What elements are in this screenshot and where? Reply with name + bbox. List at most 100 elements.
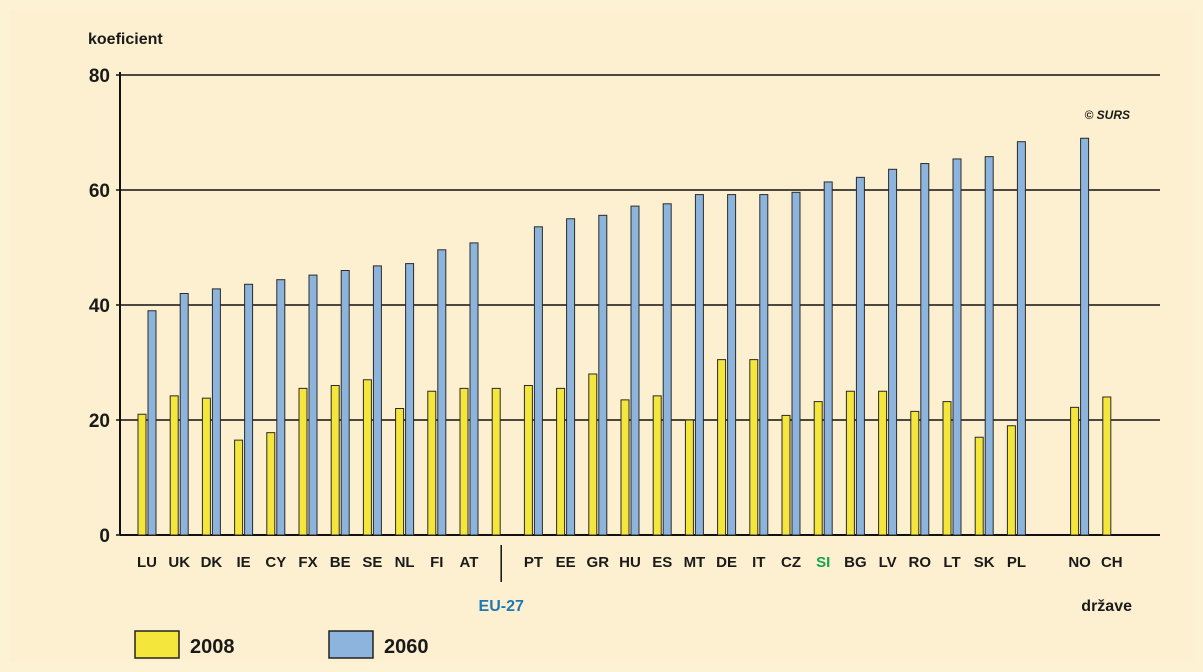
credit-label: © SURS — [1084, 108, 1130, 122]
bar-2008-AT — [459, 387, 469, 536]
bar-2060-HU — [630, 205, 640, 536]
bar-2008-IE — [234, 439, 244, 536]
bar-2008-NL — [395, 408, 405, 536]
bar-2008-PT — [523, 385, 533, 536]
bar-2008-FI — [427, 390, 437, 536]
bar-2060-LU — [147, 310, 157, 536]
y-tick-label-40: 40 — [89, 296, 110, 317]
x-tick-label-EU-27: EU-27 — [479, 598, 524, 615]
x-tick-label-RO: RO — [909, 554, 932, 571]
bar-2008-SK — [974, 436, 984, 536]
bar-2008-HU — [620, 399, 630, 536]
bar-2060-DK — [211, 288, 221, 536]
bar-2008-ES — [652, 395, 662, 536]
bar-2060-SE — [372, 265, 382, 536]
x-tick-label-CZ: CZ — [781, 554, 801, 571]
bar-2008-LV — [878, 390, 888, 536]
bar-2060-ES — [662, 203, 672, 536]
bar-2060-NO — [1080, 137, 1090, 536]
x-tick-label-AT: AT — [460, 554, 479, 571]
bar-2060-AT — [469, 242, 479, 536]
x-tick-label-MT: MT — [684, 554, 706, 571]
y-tick-label-0: 0 — [99, 526, 110, 547]
x-tick-label-GR: GR — [587, 554, 610, 571]
bar-2008-IT — [749, 359, 759, 536]
x-tick-label-SI: SI — [816, 554, 830, 571]
bar-2060-SI — [823, 181, 833, 536]
x-tick-label-FI: FI — [430, 554, 443, 571]
bar-2060-IT — [759, 194, 769, 536]
x-tick-label-IE: IE — [237, 554, 251, 571]
x-tick-label-FX: FX — [298, 554, 317, 571]
bar-2008-LT — [942, 401, 952, 536]
x-axis-label: države — [1081, 598, 1132, 615]
legend-label-2008: 2008 — [190, 636, 235, 658]
y-tick-label-80: 80 — [89, 66, 110, 87]
x-tick-label-LU: LU — [137, 554, 157, 571]
bar-2060-FX — [308, 274, 318, 536]
bar-2060-NL — [405, 263, 415, 536]
bar-2060-GR — [598, 214, 608, 536]
legend-swatch-2008 — [134, 630, 180, 659]
x-tick-label-CH: CH — [1101, 554, 1123, 571]
x-tick-label-UK: UK — [168, 554, 190, 571]
x-tick-label-LT: LT — [943, 554, 960, 571]
bar-2008-PL — [1006, 425, 1016, 536]
bar-2008-DE — [717, 359, 727, 536]
bar-2060-RO — [920, 163, 930, 536]
bar-2008-GR — [588, 373, 598, 536]
bar-2060-PL — [1016, 141, 1026, 536]
x-tick-label-SE: SE — [362, 554, 382, 571]
x-tick-label-ES: ES — [652, 554, 672, 571]
x-tick-label-PT: PT — [524, 554, 543, 571]
y-tick-label-20: 20 — [89, 411, 110, 432]
x-tick-label-BG: BG — [844, 554, 867, 571]
bar-2008-EU-27 — [491, 387, 501, 536]
bar-2008-LU — [137, 413, 147, 536]
legend-swatch-2060 — [328, 630, 374, 659]
x-tick-label-PL: PL — [1007, 554, 1026, 571]
bar-2008-NO — [1070, 406, 1080, 536]
bar-2060-MT — [694, 194, 704, 536]
bar-2008-DK — [201, 397, 211, 536]
x-tick-label-BE: BE — [330, 554, 351, 571]
x-tick-label-DE: DE — [716, 554, 737, 571]
x-tick-label-EE: EE — [556, 554, 576, 571]
bar-2060-CY — [276, 279, 286, 536]
bar-2008-MT — [684, 419, 694, 536]
bar-2060-BG — [855, 176, 865, 536]
bar-2008-SI — [813, 401, 823, 536]
bar-2008-CH — [1102, 396, 1112, 536]
bar-2008-EE — [556, 387, 566, 536]
bar-2060-EE — [566, 218, 576, 536]
bar-2008-UK — [169, 395, 179, 536]
x-tick-label-NO: NO — [1068, 554, 1091, 571]
bar-2060-LV — [888, 168, 898, 536]
bar-2060-PT — [533, 226, 543, 536]
bar-2060-BE — [340, 270, 350, 536]
bar-2008-FX — [298, 387, 308, 536]
x-tick-label-DK: DK — [201, 554, 223, 571]
bar-2008-SE — [362, 379, 372, 536]
bar-2060-FI — [437, 249, 447, 536]
bar-2008-CY — [266, 432, 276, 536]
bar-2060-UK — [179, 293, 189, 536]
x-tick-label-SK: SK — [974, 554, 995, 571]
bar-2060-CZ — [791, 191, 801, 536]
bar-2008-RO — [910, 410, 920, 536]
x-tick-label-HU: HU — [619, 554, 641, 571]
bar-2008-CZ — [781, 414, 791, 536]
bar-2060-IE — [244, 283, 254, 536]
bar-2008-BG — [845, 390, 855, 536]
bar-2060-SK — [984, 156, 994, 536]
x-tick-label-IT: IT — [752, 554, 765, 571]
x-tick-label-NL: NL — [395, 554, 415, 571]
x-tick-label-LV: LV — [879, 554, 897, 571]
bar-2008-BE — [330, 385, 340, 536]
legend-label-2060: 2060 — [384, 636, 429, 658]
x-tick-label-CY: CY — [265, 554, 286, 571]
y-tick-label-60: 60 — [89, 181, 110, 202]
y-axis-label: koeficient — [88, 31, 163, 48]
